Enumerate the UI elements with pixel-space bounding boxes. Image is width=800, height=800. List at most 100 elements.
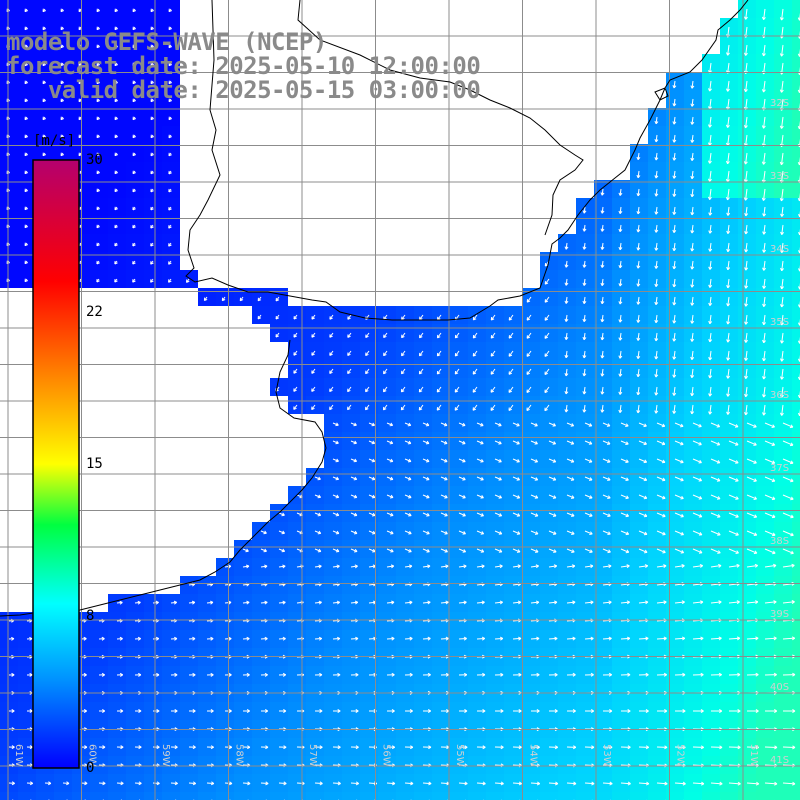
wind-arrow bbox=[638, 637, 649, 640]
wind-arrow-head bbox=[409, 709, 413, 712]
wind-arrow bbox=[637, 386, 640, 395]
wind-arrow-head bbox=[736, 600, 740, 603]
wind-arrow-head bbox=[311, 389, 315, 392]
wind-arrow-head bbox=[571, 477, 575, 481]
wind-arrow-head bbox=[409, 672, 413, 676]
wind-arrow bbox=[314, 583, 322, 586]
wind-arrow bbox=[619, 404, 622, 413]
wind-arrow-head bbox=[608, 600, 612, 603]
wind-arrow-head bbox=[444, 458, 448, 462]
wind-arrow-head bbox=[565, 391, 569, 395]
wind-arrow-head bbox=[773, 636, 777, 639]
wind-arrow-head bbox=[24, 244, 29, 247]
wind-arrow bbox=[746, 564, 758, 568]
speed-cell bbox=[792, 702, 800, 720]
wind-arrow bbox=[494, 476, 502, 481]
wind-arrow bbox=[727, 404, 730, 415]
wind-arrow bbox=[692, 440, 702, 446]
wind-arrow bbox=[782, 458, 794, 464]
wind-arrow bbox=[764, 601, 777, 604]
wind-arrow bbox=[727, 98, 730, 110]
wind-arrow-head bbox=[454, 408, 459, 411]
wind-arrow-head bbox=[174, 727, 178, 730]
wind-arrow-head bbox=[318, 476, 321, 480]
wind-arrow bbox=[548, 583, 557, 586]
wind-arrow bbox=[332, 565, 340, 568]
wind-arrow-head bbox=[681, 459, 684, 463]
wind-arrow-head bbox=[608, 672, 612, 676]
wind-arrow-head bbox=[774, 745, 778, 748]
wind-arrow-head bbox=[354, 458, 358, 462]
wind-arrow bbox=[530, 565, 539, 568]
wind-arrow-head bbox=[42, 46, 47, 49]
wind-arrow-head bbox=[282, 564, 286, 567]
wind-arrow bbox=[655, 224, 658, 233]
wind-arrow-head bbox=[518, 745, 522, 748]
wind-arrow-head bbox=[637, 211, 641, 215]
wind-arrow bbox=[655, 188, 658, 197]
wind-arrow-head bbox=[150, 46, 155, 49]
wind-arrow-head bbox=[644, 531, 648, 535]
wind-arrow bbox=[727, 386, 730, 397]
wind-arrow-head bbox=[60, 82, 65, 85]
wind-arrow bbox=[526, 350, 532, 357]
wind-arrow-head bbox=[626, 564, 630, 567]
wind-arrow-head bbox=[427, 672, 431, 676]
wind-arrow-head bbox=[390, 440, 394, 444]
wind-arrow-head bbox=[571, 441, 575, 445]
wind-arrow bbox=[637, 206, 640, 215]
wind-arrow bbox=[709, 314, 712, 324]
wind-arrow-head bbox=[663, 672, 667, 676]
wind-arrow-head bbox=[526, 354, 531, 357]
wind-arrow-head bbox=[637, 265, 641, 269]
wind-arrow-head bbox=[390, 530, 394, 534]
wind-arrow bbox=[278, 601, 286, 604]
wind-arrow-head bbox=[491, 318, 495, 321]
wind-arrow bbox=[745, 188, 748, 201]
wind-arrow bbox=[673, 80, 676, 89]
wind-arrow-head bbox=[553, 423, 556, 427]
wind-arrow bbox=[458, 422, 466, 427]
wind-arrow-head bbox=[481, 513, 484, 517]
wind-arrow bbox=[530, 583, 539, 586]
wind-arrow-head bbox=[727, 52, 730, 56]
wind-arrow-head bbox=[565, 318, 569, 322]
wind-arrow bbox=[638, 583, 648, 586]
wind-arrow bbox=[782, 530, 794, 536]
wind-arrow-head bbox=[536, 709, 540, 712]
speed-cell bbox=[360, 792, 378, 800]
wind-arrow bbox=[188, 601, 195, 604]
wind-arrow bbox=[763, 350, 766, 362]
wind-arrow-head bbox=[96, 244, 100, 247]
wind-arrow-head bbox=[763, 231, 767, 235]
wind-arrow-head bbox=[481, 549, 485, 553]
wind-arrow-head bbox=[473, 336, 477, 339]
wind-arrow-head bbox=[96, 118, 101, 121]
wind-arrow bbox=[544, 332, 550, 339]
wind-arrow-head bbox=[754, 460, 757, 464]
wind-arrow bbox=[620, 458, 629, 463]
speed-cell bbox=[756, 792, 774, 800]
wind-arrow-head bbox=[619, 337, 623, 341]
wind-arrow bbox=[583, 386, 586, 395]
wind-arrow-head bbox=[619, 210, 623, 214]
wind-arrow-head bbox=[11, 763, 15, 766]
wind-arrow-head bbox=[101, 636, 105, 640]
wind-arrow-head bbox=[535, 564, 539, 567]
wind-arrow-head bbox=[114, 262, 118, 265]
wind-arrow bbox=[404, 583, 413, 586]
wind-arrow-head bbox=[408, 422, 412, 426]
wind-arrow-head bbox=[24, 82, 29, 85]
wind-arrow bbox=[332, 583, 340, 586]
wind-arrow bbox=[727, 314, 730, 325]
wind-arrow bbox=[437, 350, 442, 357]
wind-arrow bbox=[386, 494, 394, 498]
wind-arrow-head bbox=[191, 600, 196, 603]
wind-arrow-head bbox=[337, 672, 341, 676]
wind-arrow-head bbox=[681, 513, 684, 517]
wind-arrow-head bbox=[114, 154, 119, 157]
wind-arrow-head bbox=[565, 246, 569, 250]
wind-arrow-head bbox=[156, 672, 160, 676]
wind-arrow bbox=[709, 170, 712, 182]
